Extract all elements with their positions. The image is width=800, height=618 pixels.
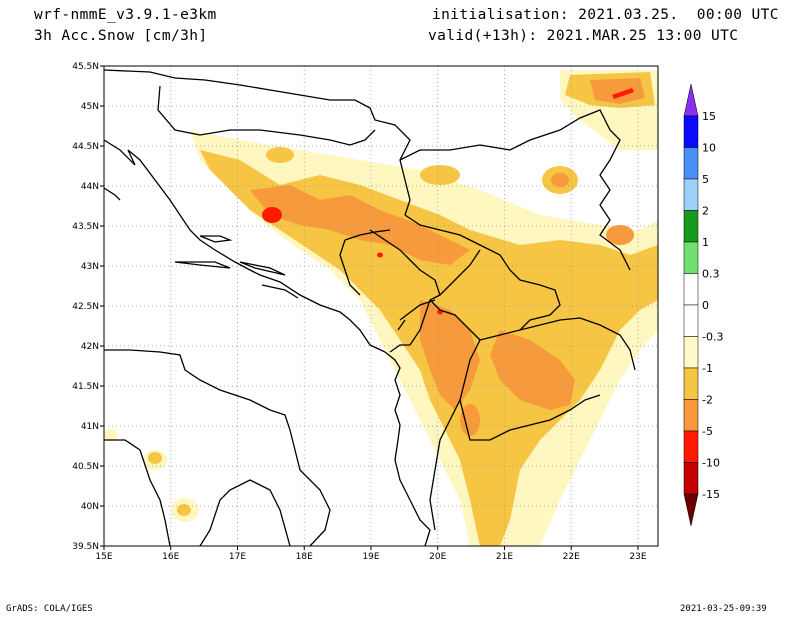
colorbar-segment: [683, 210, 699, 243]
title-model: wrf-nmmE_v3.9.1-e3km: [34, 7, 217, 23]
lon-tick-label: 15E: [95, 552, 112, 562]
lat-tick-label: 43N: [81, 262, 99, 272]
footer-timestamp: 2021-03-25-09:39: [680, 604, 767, 614]
lon-tick-label: 16E: [162, 552, 179, 562]
snow-field: [104, 70, 658, 546]
lat-tick-label: 40N: [81, 502, 99, 512]
colorbar-label: -2: [702, 394, 713, 407]
footer-credit: GrADS: COLA/IGES: [6, 604, 93, 614]
colorbar-segment: [683, 147, 699, 180]
colorbar-label: 0: [702, 299, 709, 312]
lon-axis: 15E 16E 17E 18E 19E 20E 21E 22E 23E: [95, 546, 647, 562]
colorbar-segment: [683, 178, 699, 211]
colorbar-label: -1: [702, 362, 713, 375]
colorbar-segment: [683, 304, 699, 337]
colorbar-label: -10: [702, 457, 720, 470]
title-valid: valid(+13h): 2021.MAR.25 13:00 UTC: [428, 28, 739, 44]
colorbar-label: -0.3: [702, 331, 723, 344]
colorbar-label: 0.3: [702, 268, 720, 281]
colorbar-label: 15: [702, 110, 716, 123]
lon-tick-label: 18E: [296, 552, 313, 562]
country-borders: [104, 69, 636, 531]
lat-tick-label: 39.5N: [72, 542, 99, 552]
title-field: 3h Acc.Snow [cm/3h]: [34, 28, 208, 44]
colorbar-label: 10: [702, 142, 716, 155]
lat-tick-label: 45N: [81, 102, 99, 112]
colorbar-segment: [683, 336, 699, 369]
map-grid: [104, 66, 658, 546]
colorbar-segment: [683, 115, 699, 148]
colorbar-segment: [683, 430, 699, 463]
lat-tick-label: 41.5N: [72, 382, 99, 392]
lat-tick-label: 44.5N: [72, 142, 99, 152]
lat-tick-label: 42.5N: [72, 302, 99, 312]
lat-tick-label: 40.5N: [72, 462, 99, 472]
colorbar-top-triangle: [683, 83, 699, 117]
lon-tick-label: 23E: [629, 552, 646, 562]
lon-tick-label: 20E: [429, 552, 446, 562]
lat-tick-label: 45.5N: [72, 62, 99, 72]
lat-tick-label: 44N: [81, 182, 99, 192]
colorbar-label: -5: [702, 425, 713, 438]
colorbar-bottom-triangle: [683, 493, 699, 527]
colorbar-segment: [683, 399, 699, 432]
lon-tick-label: 22E: [563, 552, 580, 562]
lon-tick-label: 19E: [362, 552, 379, 562]
colorbar-segment: [683, 367, 699, 400]
colorbar-label: 2: [702, 205, 709, 218]
colorbar-label: 5: [702, 173, 709, 186]
colorbar-segment: [683, 273, 699, 306]
lat-tick-label: 42N: [81, 342, 99, 352]
colorbar-segment: [683, 462, 699, 495]
lon-tick-label: 17E: [229, 552, 246, 562]
coastlines: [104, 139, 431, 546]
lon-tick-label: 21E: [496, 552, 513, 562]
lat-axis: 39.5N 40N 40.5N 41N 41.5N 42N 42.5N 43N 43.5N 44N…: [72, 62, 104, 552]
title-init: initialisation: 2021.03.25. 00:00 UTC: [432, 7, 779, 23]
colorbar: 15 10 5 2 1 0.3 0 -0.3 -1 -2 -5 -10 -15: [683, 83, 723, 527]
lat-tick-label: 43.5N: [72, 222, 99, 232]
lat-tick-label: 41N: [81, 422, 99, 432]
colorbar-label: -15: [702, 488, 720, 501]
colorbar-segment: [683, 241, 699, 274]
colorbar-label: 1: [702, 236, 709, 249]
